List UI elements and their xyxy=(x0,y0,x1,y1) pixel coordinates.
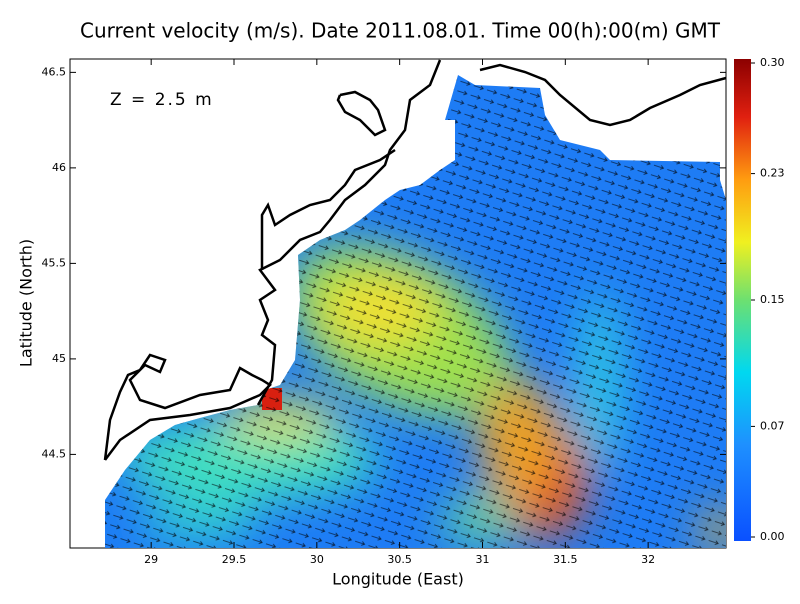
x-tick-label: 31.5 xyxy=(553,553,578,566)
x-tick-label: 29.5 xyxy=(222,553,247,566)
colorbar-tick-label: 0.07 xyxy=(760,419,785,432)
y-tick-label: 45 xyxy=(52,352,66,365)
y-tick-label: 46.5 xyxy=(42,65,67,78)
colorbar-tick-label: 0.15 xyxy=(760,293,785,306)
colorbar-tick-label: 0.23 xyxy=(760,167,785,180)
y-axis-label: Latitude (North) xyxy=(17,239,36,367)
colorbar-tick-label: 0.00 xyxy=(760,530,785,543)
depth-annotation: Z = 2.5 m xyxy=(110,90,214,110)
colorbar-tick-label: 0.30 xyxy=(760,56,785,69)
x-axis-label: Longitude (East) xyxy=(332,570,464,589)
x-tick-label: 32 xyxy=(641,553,655,566)
x-tick-label: 30 xyxy=(310,553,324,566)
title: Current velocity (m/s). Date 2011.08.01.… xyxy=(80,19,721,43)
x-tick-label: 30.5 xyxy=(387,553,412,566)
x-tick-label: 31 xyxy=(475,553,489,566)
y-tick-label: 46 xyxy=(52,161,66,174)
x-tick-label: 29 xyxy=(144,553,158,566)
y-tick-label: 44.5 xyxy=(42,447,67,460)
colorbar xyxy=(734,59,751,541)
coastline xyxy=(103,59,727,461)
y-tick-label: 45.5 xyxy=(42,256,67,269)
